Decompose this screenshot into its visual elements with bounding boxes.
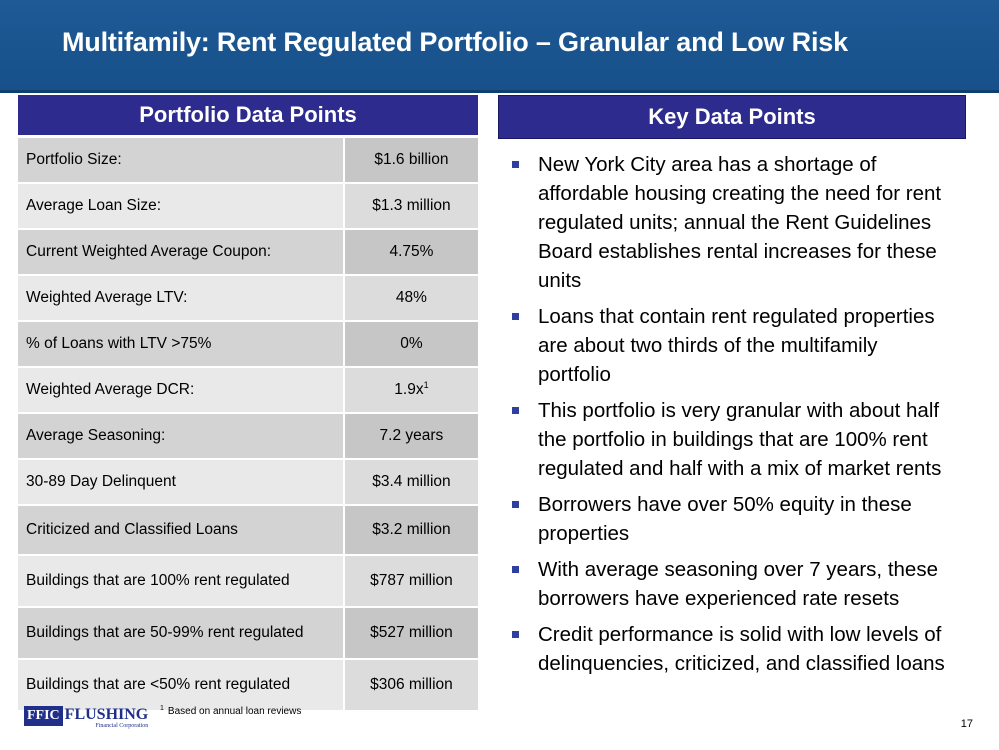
- list-item: New York City area has a shortage of aff…: [510, 150, 950, 295]
- row-value: $1.3 million: [342, 183, 478, 230]
- row-value: 48%: [342, 275, 478, 322]
- list-item: Borrowers have over 50% equity in these …: [510, 490, 950, 548]
- table-row: Buildings that are 50-99% rent regulated…: [18, 607, 478, 660]
- table-row: Weighted Average LTV: 48%: [18, 275, 478, 322]
- bullet-text: Borrowers have over 50% equity in these …: [538, 493, 912, 545]
- square-bullet-icon: [512, 501, 519, 508]
- table-row: Buildings that are <50% rent regulated $…: [18, 659, 478, 712]
- row-value: 4.75%: [342, 229, 478, 276]
- logo-wordmark: FLUSHING Financial Corporation: [65, 706, 149, 730]
- row-value: $787 million: [342, 555, 478, 608]
- row-value: $306 million: [342, 659, 478, 712]
- table-row: Weighted Average DCR: 1.9x1: [18, 367, 478, 414]
- table-row: 30-89 Day Delinquent $3.4 million: [18, 459, 478, 506]
- footnote: 1 Based on annual loan reviews: [160, 705, 302, 717]
- row-value: 7.2 years: [342, 413, 478, 460]
- square-bullet-icon: [512, 407, 519, 414]
- logo-name: FLUSHING: [64, 706, 149, 723]
- square-bullet-icon: [512, 631, 519, 638]
- table-row: Criticized and Classified Loans $3.2 mil…: [18, 505, 478, 556]
- footnote-mark: 1: [160, 705, 164, 712]
- logo-ffic-mark: FFIC: [24, 706, 63, 726]
- key-points-list: New York City area has a shortage of aff…: [510, 150, 950, 685]
- row-label: % of Loans with LTV >75%: [18, 321, 344, 368]
- row-label: Weighted Average DCR:: [18, 367, 344, 414]
- company-logo: FFIC FLUSHING Financial Corporation: [24, 706, 148, 730]
- square-bullet-icon: [512, 313, 519, 320]
- page-number: 17: [960, 718, 973, 730]
- list-item: Credit performance is solid with low lev…: [510, 620, 950, 678]
- portfolio-heading: Portfolio Data Points: [18, 95, 478, 135]
- bullet-text: New York City area has a shortage of aff…: [538, 153, 942, 292]
- dcr-value: 1.9x: [394, 381, 424, 398]
- bullet-text: With average seasoning over 7 years, the…: [538, 558, 938, 610]
- footnote-ref: 1: [423, 380, 429, 390]
- row-label: Criticized and Classified Loans: [18, 505, 344, 556]
- bullet-text: This portfolio is very granular with abo…: [538, 399, 942, 480]
- row-label: Buildings that are 100% rent regulated: [18, 555, 344, 608]
- table-row: Buildings that are 100% rent regulated $…: [18, 555, 478, 608]
- list-item: This portfolio is very granular with abo…: [510, 396, 950, 483]
- table-row: Portfolio Size: $1.6 billion: [18, 138, 478, 184]
- row-value: $527 million: [342, 607, 478, 660]
- footnote-text: Based on annual loan reviews: [167, 706, 302, 717]
- row-label: Average Seasoning:: [18, 413, 344, 460]
- list-item: With average seasoning over 7 years, the…: [510, 555, 950, 613]
- row-label: Buildings that are <50% rent regulated: [18, 659, 344, 712]
- row-value: 0%: [342, 321, 478, 368]
- logo-subtitle: Financial Corporation: [95, 723, 149, 729]
- row-label: Portfolio Size:: [18, 138, 344, 184]
- row-value: $1.6 billion: [342, 138, 478, 184]
- square-bullet-icon: [512, 566, 519, 573]
- bullet-text: Loans that contain rent regulated proper…: [538, 305, 935, 386]
- row-value: $3.2 million: [342, 505, 478, 556]
- key-points-heading: Key Data Points: [498, 95, 966, 139]
- row-label: Weighted Average LTV:: [18, 275, 344, 322]
- square-bullet-icon: [512, 161, 519, 168]
- list-item: Loans that contain rent regulated proper…: [510, 302, 950, 389]
- table-row: Average Seasoning: 7.2 years: [18, 413, 478, 460]
- table-row: % of Loans with LTV >75% 0%: [18, 321, 478, 368]
- table-row: Current Weighted Average Coupon: 4.75%: [18, 229, 478, 276]
- row-label: Average Loan Size:: [18, 183, 344, 230]
- title-bar: Multifamily: Rent Regulated Portfolio – …: [0, 0, 999, 93]
- row-label: Buildings that are 50-99% rent regulated: [18, 607, 344, 660]
- slide-title: Multifamily: Rent Regulated Portfolio – …: [62, 27, 848, 57]
- bullet-text: Credit performance is solid with low lev…: [538, 623, 945, 675]
- row-value: $3.4 million: [342, 459, 478, 506]
- portfolio-table: Portfolio Size: $1.6 billion Average Loa…: [18, 138, 478, 712]
- table-row: Average Loan Size: $1.3 million: [18, 183, 478, 230]
- row-label: 30-89 Day Delinquent: [18, 459, 344, 506]
- row-label: Current Weighted Average Coupon:: [18, 229, 344, 276]
- row-value: 1.9x1: [342, 367, 478, 414]
